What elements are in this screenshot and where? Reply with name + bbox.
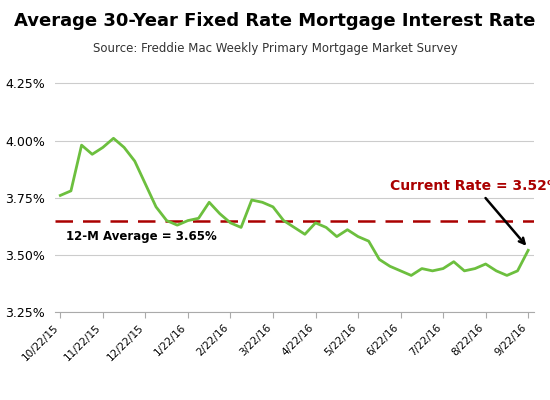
Text: Source: Freddie Mac Weekly Primary Mortgage Market Survey: Source: Freddie Mac Weekly Primary Mortg… [92, 42, 458, 55]
Text: 12-M Average = 3.65%: 12-M Average = 3.65% [65, 230, 216, 243]
Text: Current Rate = 3.52%: Current Rate = 3.52% [390, 179, 550, 244]
Text: Average 30-Year Fixed Rate Mortgage Interest Rate: Average 30-Year Fixed Rate Mortgage Inte… [14, 12, 536, 30]
